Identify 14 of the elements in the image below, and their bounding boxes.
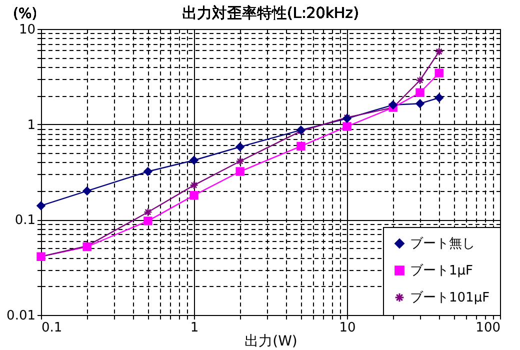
y-tick-label: 0.1 (14, 213, 36, 228)
x-tick-label: 10 (339, 320, 356, 336)
x-tick-label: 0.1 (42, 320, 62, 336)
legend-label: ブート101μF (410, 290, 490, 306)
y-axis-title: (%) (13, 6, 38, 22)
y-tick-label: 0.01 (6, 308, 36, 324)
legend-label: ブート1μF (410, 264, 474, 278)
chart-title: 出力対歪率特性(L:20kHz) (182, 4, 360, 22)
x-tick-label: 100 (476, 320, 500, 336)
x-axis-title: 出力(W) (244, 334, 298, 350)
x-tick-label: 1 (190, 320, 199, 336)
y-tick-label: 1 (27, 118, 36, 133)
legend-label: ブート無し (410, 236, 475, 252)
y-tick-label: 10 (18, 22, 36, 38)
